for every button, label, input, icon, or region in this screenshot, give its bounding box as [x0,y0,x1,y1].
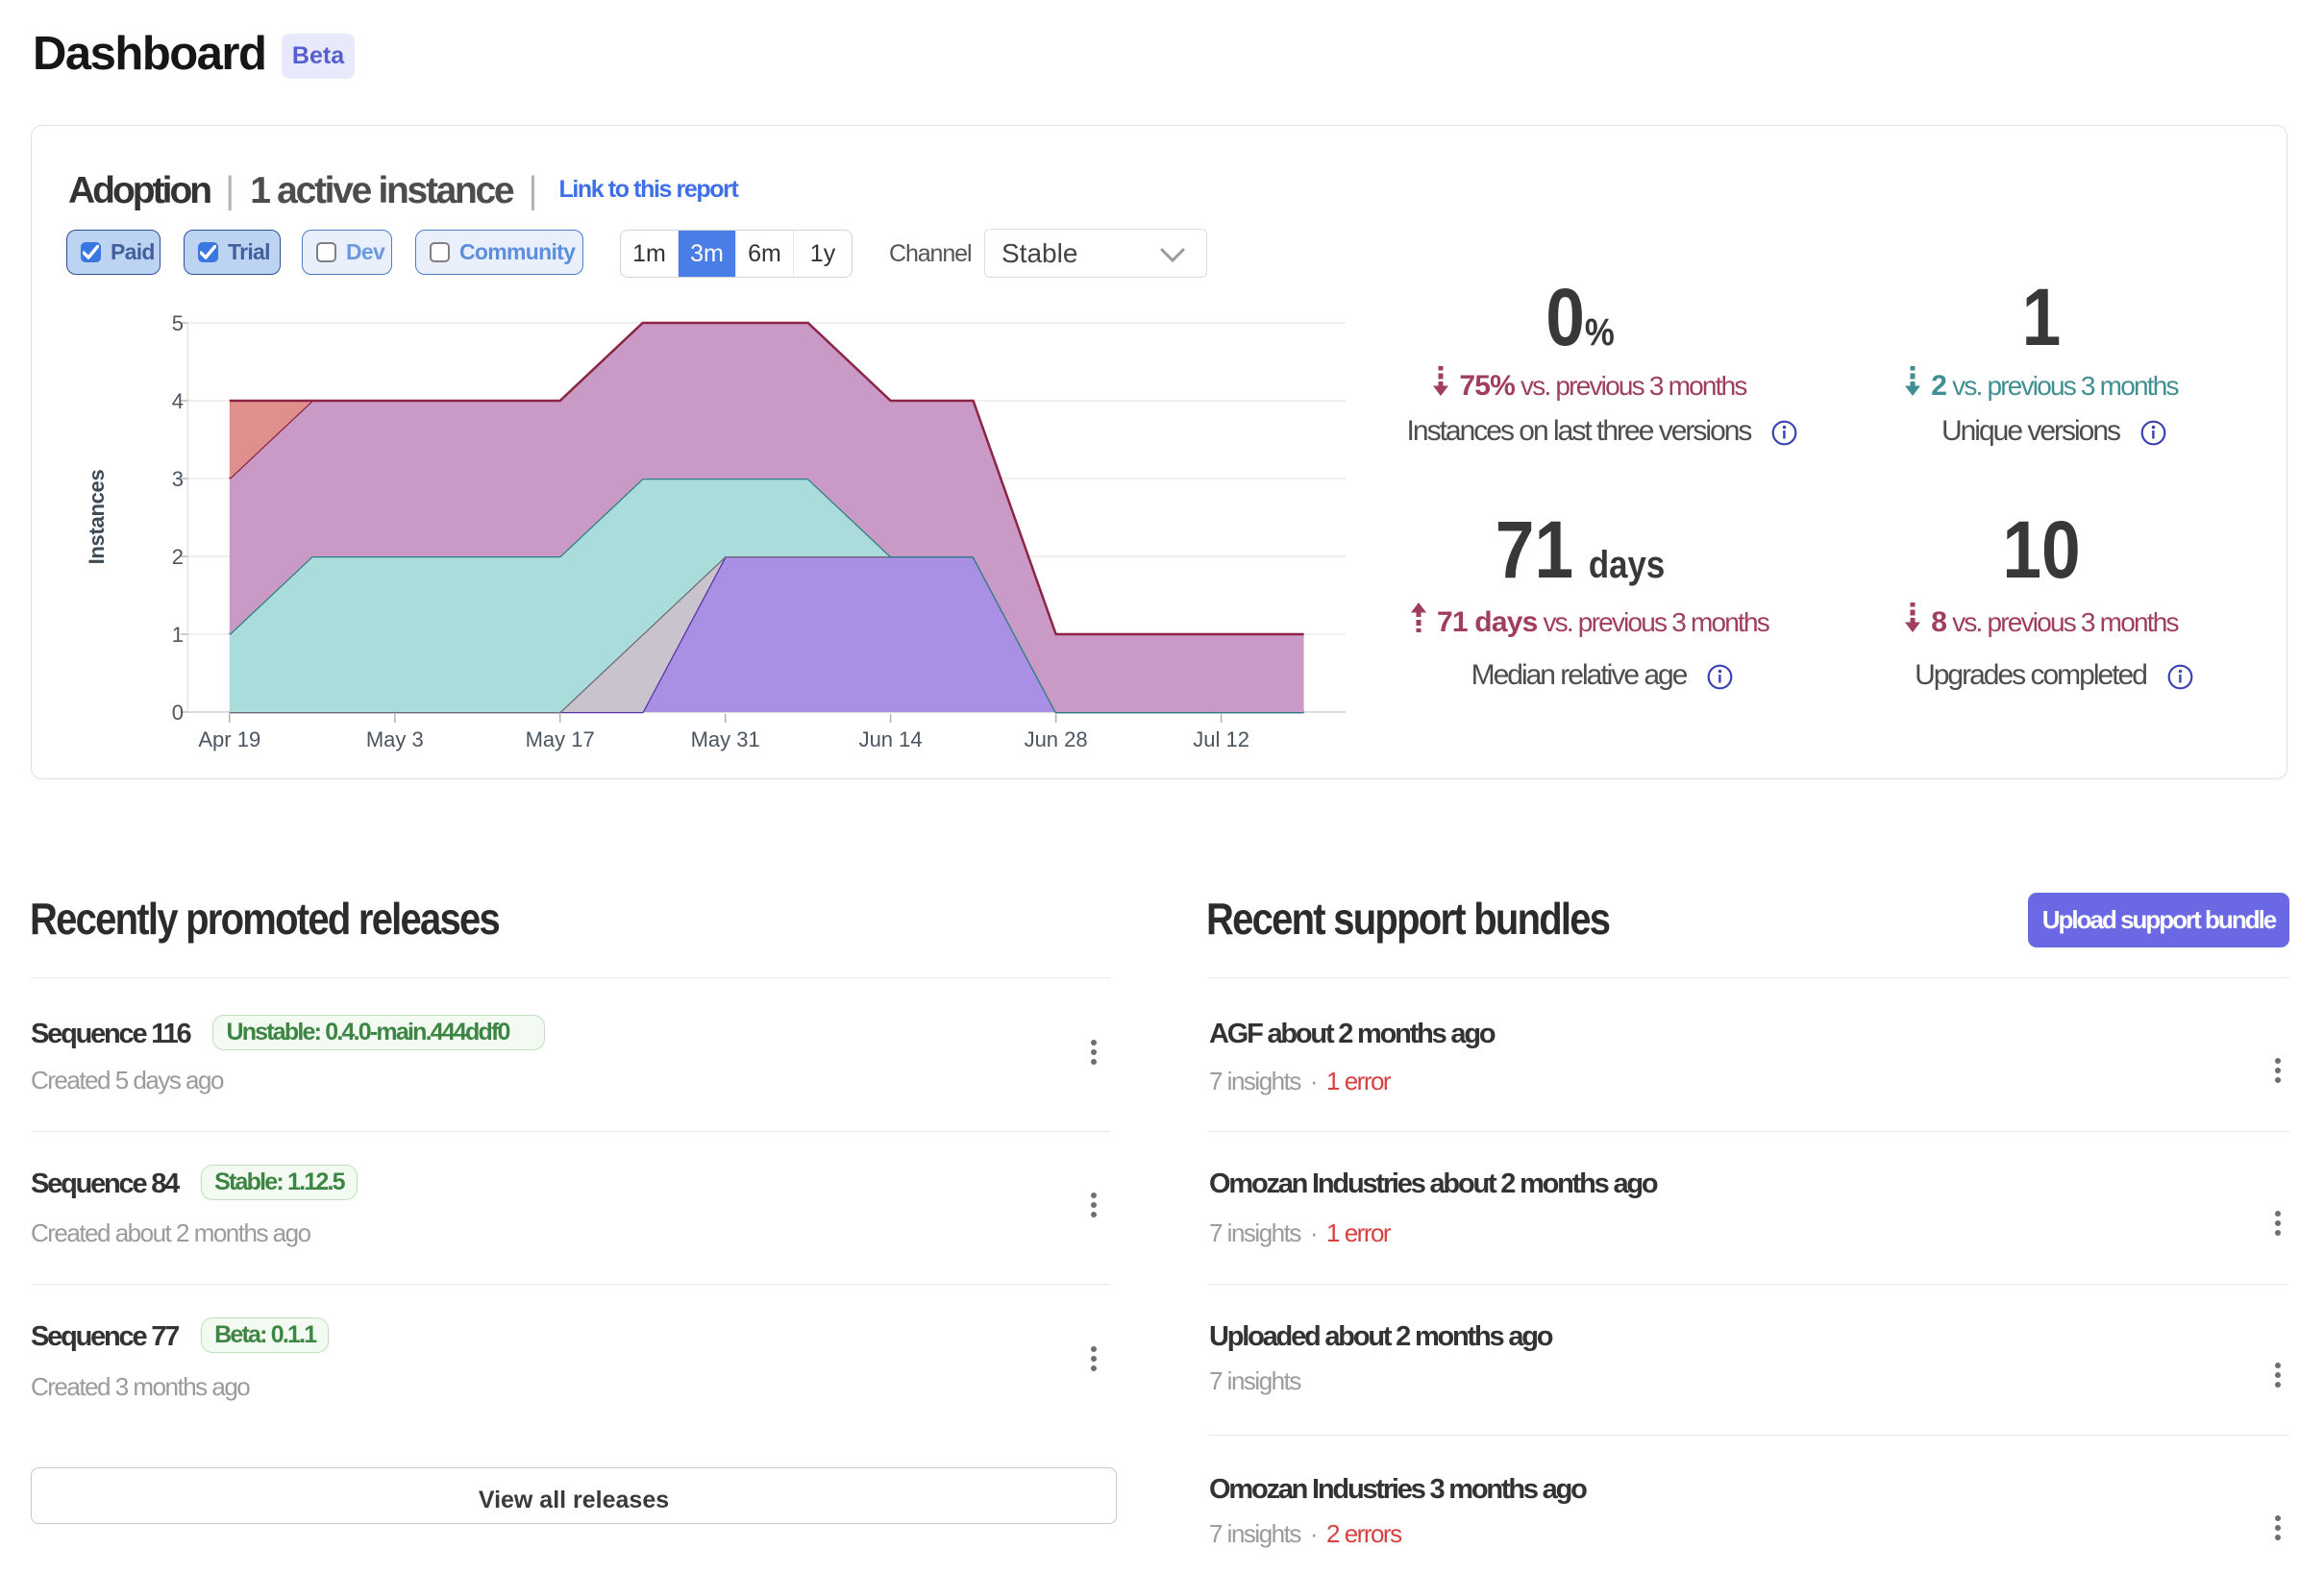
svg-text:Jun 14: Jun 14 [859,727,923,751]
svg-text:1: 1 [172,623,184,647]
svg-text:Instances: Instances [87,470,109,565]
svg-text:May 17: May 17 [526,727,595,751]
svg-text:Jul 12: Jul 12 [1193,727,1249,751]
svg-text:4: 4 [172,389,184,413]
svg-text:2: 2 [172,545,184,569]
svg-text:3: 3 [172,467,184,491]
svg-text:Jun 28: Jun 28 [1025,727,1088,751]
svg-text:May 31: May 31 [691,727,760,751]
svg-text:Apr 19: Apr 19 [198,727,260,751]
svg-text:5: 5 [172,311,184,335]
svg-text:May 3: May 3 [366,727,424,751]
svg-text:0: 0 [172,701,184,725]
